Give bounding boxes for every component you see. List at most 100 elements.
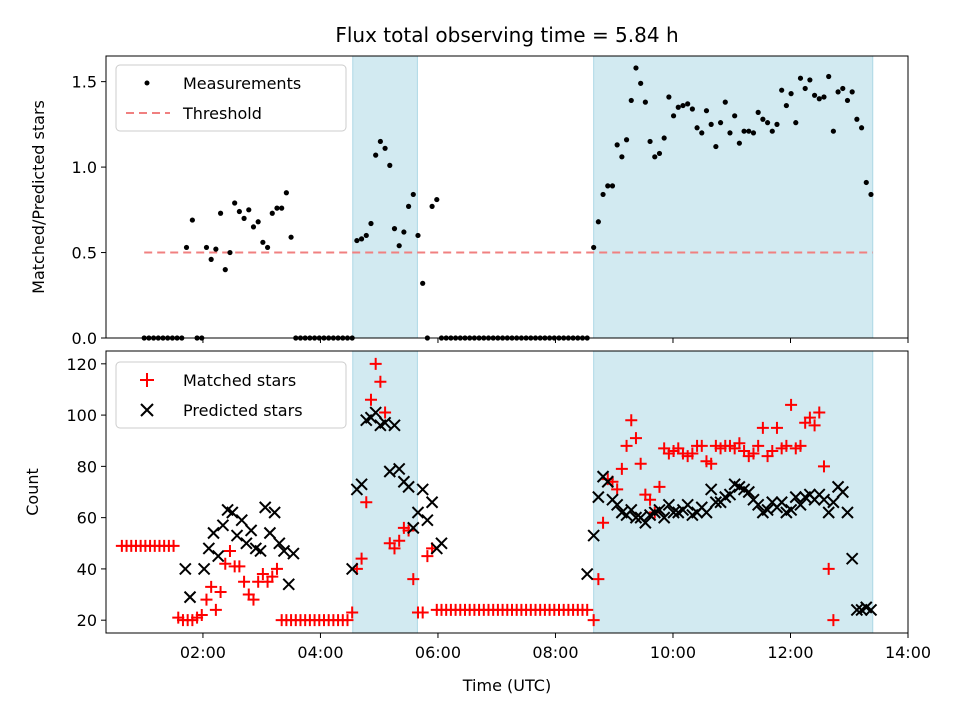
measurement-point [826, 73, 832, 80]
matched-star-marker [794, 439, 807, 452]
y-tick-label: 60 [77, 509, 97, 528]
legend-measurements-marker [144, 80, 150, 86]
measurement-point [358, 236, 365, 242]
measurement-point [727, 130, 733, 136]
measurement-point [774, 121, 780, 127]
matched-star-marker [695, 439, 708, 452]
bottom-legend-box [115, 361, 347, 429]
measurement-point [415, 232, 421, 239]
legend-measurements-label: Measurements [183, 74, 301, 93]
measurement-point [434, 196, 440, 203]
matched-star-marker [341, 614, 354, 627]
measurement-point [429, 203, 435, 209]
shaded-interval-1 [352, 55, 418, 339]
predicted-star-marker [402, 480, 415, 494]
predicted-star-marker [421, 513, 434, 527]
measurement-point [609, 183, 616, 189]
predicted-star-marker [601, 475, 614, 488]
predicted-star-marker [216, 519, 230, 532]
matched-star-markers [116, 358, 840, 627]
measurement-point [840, 85, 846, 92]
measurement-point [600, 191, 606, 198]
predicted-star-marker [263, 526, 277, 540]
legend-matched-marker [140, 373, 154, 387]
measurement-point [255, 219, 261, 225]
measurement-point [288, 234, 294, 240]
predicted-star-marker [244, 524, 258, 537]
measurement-point [605, 183, 611, 189]
predicted-star-marker [667, 506, 680, 519]
x-tick-label: 14:00 [885, 643, 931, 662]
measurement-point [703, 108, 710, 114]
matched-star-marker [360, 496, 373, 509]
matched-star-marker [393, 534, 406, 547]
predicted-star-marker [345, 562, 359, 576]
matched-star-marker [808, 419, 821, 432]
matched-star-marker [379, 406, 392, 419]
measurement-point [661, 135, 667, 141]
top-legend-box [115, 64, 347, 132]
matched-star-marker [402, 524, 415, 537]
measurement-point [769, 128, 775, 134]
matched-star-marker [770, 421, 783, 434]
matched-star-marker [270, 562, 283, 575]
matched-star-marker [827, 614, 840, 627]
measurement-point [405, 203, 412, 209]
predicted-star-marker [197, 562, 211, 576]
predicted-star-marker [817, 493, 831, 506]
predicted-star-marker [202, 542, 216, 555]
predicted-star-marker [592, 490, 605, 504]
y-tick-label: 0.0 [72, 329, 97, 348]
measurement-point [274, 205, 280, 211]
matched-star-marker [416, 606, 429, 619]
predicted-star-marker [383, 465, 396, 478]
measurement-point [250, 224, 257, 230]
predicted-star-marker [850, 603, 864, 617]
measurement-point [783, 102, 789, 109]
bottom-legend: Matched stars Predicted stars [115, 361, 347, 429]
measurement-point [232, 200, 238, 206]
measurement-point [760, 116, 766, 122]
measurement-point [689, 106, 695, 112]
measurement-point [377, 138, 383, 145]
matched-star-marker [266, 570, 279, 583]
predicted-star-marker [836, 485, 849, 499]
matched-star-marker [653, 480, 666, 493]
top-y-axis-label: Matched/Predicted stars [29, 100, 48, 294]
predicted-star-marker [794, 498, 807, 512]
measurement-point [722, 99, 728, 105]
measurement-point [764, 120, 771, 126]
measurement-point [410, 191, 416, 198]
measurement-point [807, 77, 813, 83]
matched-star-marker [615, 462, 628, 475]
measurement-point [368, 220, 374, 227]
x-tick-label: 02:00 [180, 643, 226, 662]
measurement-point [821, 94, 827, 100]
measurement-point [717, 120, 724, 126]
measurement-point [685, 101, 691, 107]
measurement-point [849, 89, 855, 95]
shaded-interval-2 [593, 55, 874, 339]
measurement-point [830, 128, 836, 134]
measurement-point [269, 210, 275, 216]
measurement-point [227, 249, 233, 256]
x-tick-label: 04:00 [297, 643, 343, 662]
measurement-point [208, 256, 214, 262]
measurement-point [217, 210, 224, 216]
measurement-point [816, 96, 822, 102]
measurement-point [354, 237, 360, 244]
matched-star-marker [374, 375, 387, 388]
predicted-star-marker [411, 506, 425, 519]
measurement-point [591, 244, 597, 251]
predicted-star-marker [700, 506, 713, 519]
predicted-star-marker [841, 506, 854, 519]
y-tick-label: 80 [77, 457, 97, 476]
predicted-star-marker [775, 496, 788, 509]
matched-star-marker [167, 539, 180, 552]
matched-star-marker [581, 603, 594, 616]
predicted-star-marker [207, 526, 220, 540]
x-tick-label: 12:00 [767, 643, 813, 662]
measurement-point [694, 125, 700, 131]
matched-star-marker [766, 444, 779, 457]
